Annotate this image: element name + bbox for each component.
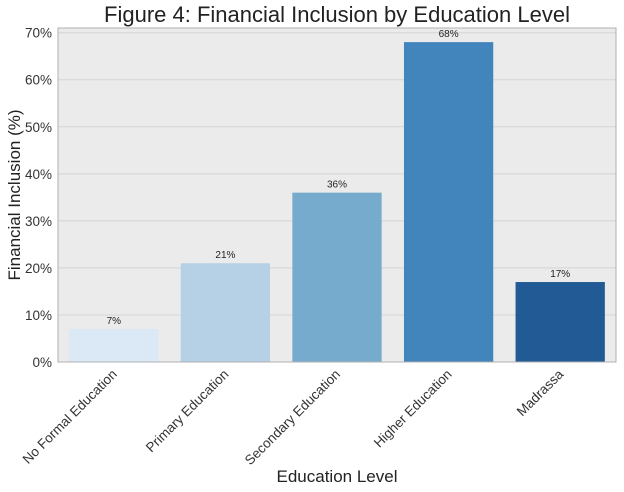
x-tick-label: Madrassa	[514, 366, 567, 419]
x-axis-ticks: No Formal Education Primary Education Seco…	[20, 366, 567, 468]
y-axis-label: Financial Inclusion (%)	[5, 109, 24, 280]
y-tick-label: 60%	[25, 73, 52, 88]
chart-title: Figure 4: Financial Inclusion by Educati…	[104, 2, 570, 27]
y-tick-label: 0%	[32, 355, 52, 370]
y-axis-ticks: 0% 10% 20% 30% 40% 50% 60% 70%	[25, 26, 52, 370]
y-tick-label: 20%	[25, 261, 52, 276]
bar-data-label: 17%	[550, 269, 570, 280]
bar-data-label: 21%	[215, 250, 235, 261]
x-tick-label: Primary Education	[143, 367, 232, 456]
y-tick-label: 10%	[25, 308, 52, 323]
x-axis-label: Education Level	[277, 467, 398, 486]
bar-data-label: 7%	[107, 316, 122, 327]
y-tick-label: 30%	[25, 214, 52, 229]
x-tick-label: Secondary Education	[242, 367, 343, 468]
y-tick-label: 70%	[25, 26, 52, 41]
x-tick-label: No Formal Education	[20, 367, 120, 467]
bar-data-label: 36%	[327, 180, 347, 191]
y-tick-label: 40%	[25, 167, 52, 182]
bar	[403, 42, 494, 363]
plot-frame	[57, 27, 617, 363]
x-tick-label: Higher Education	[371, 367, 455, 451]
bars: 7% 21% 36% 68% 17%	[69, 29, 605, 363]
bar	[180, 263, 271, 362]
bar	[515, 282, 605, 362]
bar	[69, 329, 159, 362]
bar-data-label: 68%	[439, 29, 459, 40]
bar	[292, 192, 382, 362]
y-tick-label: 50%	[25, 120, 52, 135]
